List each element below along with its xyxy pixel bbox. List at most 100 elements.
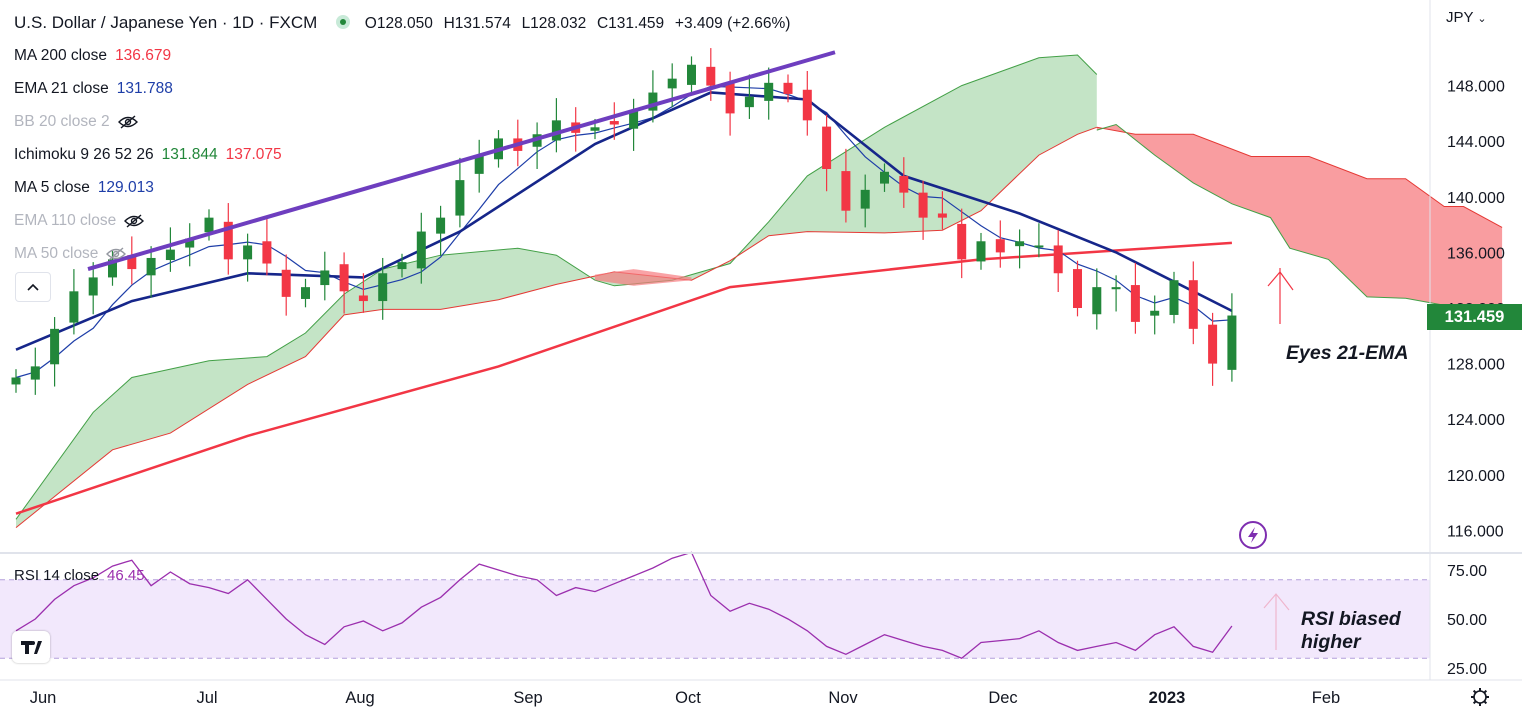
candle-body <box>165 249 175 261</box>
overlays <box>87 50 1294 650</box>
settings-gear-icon[interactable] <box>1471 688 1489 706</box>
senkou-span-b-bear <box>1096 126 1503 228</box>
candle-body <box>860 189 870 209</box>
ichimoku-cloud <box>15 54 1503 528</box>
time-tick-label: Nov <box>828 689 858 707</box>
candle-body <box>88 277 98 296</box>
candle-body <box>185 238 195 248</box>
candle-body <box>687 64 696 85</box>
eye-hidden-icon[interactable] <box>106 247 127 261</box>
eye-hidden-icon[interactable] <box>117 115 138 129</box>
annotation-rsi-line2: higher <box>1301 631 1361 653</box>
candle-body <box>1092 287 1102 315</box>
price-tick-label: 140.000 <box>1447 190 1505 207</box>
ohlc-high: H131.574 <box>443 15 511 32</box>
price-tick-label: 116.000 <box>1447 523 1504 540</box>
legend-label: RSI 14 close <box>14 567 100 584</box>
legend-label: MA 5 close <box>14 179 90 196</box>
candle-body <box>146 257 156 276</box>
tradingview-logo-icon <box>21 641 42 654</box>
legend-ema110[interactable]: EMA 110 close <box>14 212 145 230</box>
candle-body <box>706 66 716 86</box>
candle-body <box>609 121 619 125</box>
legend-ema21[interactable]: EMA 21 close 131.788 <box>14 80 181 98</box>
legend-ma200[interactable]: MA 200 close 136.679 <box>14 47 179 65</box>
legend-ma50[interactable]: MA 50 close <box>14 245 127 263</box>
lightning-event-icon[interactable] <box>1239 521 1267 549</box>
eye-hidden-icon[interactable] <box>124 214 145 228</box>
price-tick-label: 148.000 <box>1447 79 1505 96</box>
legend-rsi[interactable]: RSI 14 close 46.45 <box>14 567 153 584</box>
candle-body <box>957 223 967 260</box>
candle-body <box>976 241 986 262</box>
candle-body <box>1073 269 1082 308</box>
legend-value: 129.013 <box>97 179 154 196</box>
candle-body <box>127 255 137 270</box>
candle-body <box>1227 315 1237 370</box>
candle-body <box>281 269 291 297</box>
candle-body <box>629 110 639 129</box>
collapse-legend-button[interactable] <box>15 272 51 302</box>
candle-body <box>301 287 310 299</box>
legend-bb20[interactable]: BB 20 close 2 <box>14 113 138 131</box>
ema-arrow-head <box>1267 271 1294 291</box>
price-tick-label: 120.000 <box>1447 468 1505 485</box>
senkou-span-a <box>15 54 1098 520</box>
legend-label: MA 50 close <box>14 245 99 262</box>
candle-body <box>69 291 79 323</box>
candle-body <box>725 83 735 114</box>
candle-body <box>416 231 426 269</box>
candle-body <box>764 82 774 101</box>
time-tick-label: Sep <box>513 689 542 707</box>
candle-body <box>918 192 928 218</box>
legend-ma5[interactable]: MA 5 close 129.013 <box>14 179 162 197</box>
candle-body <box>436 217 446 234</box>
candle-body <box>1034 245 1044 248</box>
tradingview-logo[interactable] <box>12 631 50 663</box>
candle-body <box>223 221 233 260</box>
price-tick-label: 128.000 <box>1447 357 1505 374</box>
status-dot-icon <box>336 15 351 29</box>
candle-body <box>11 377 21 385</box>
time-tick-label: 2023 <box>1149 689 1186 707</box>
candle-body <box>397 262 407 270</box>
candle-body <box>648 92 658 111</box>
candle-body <box>744 96 754 108</box>
candle-body <box>30 366 40 380</box>
candle-body <box>455 180 465 216</box>
candle-body <box>1208 324 1218 364</box>
symbol-title: U.S. Dollar / Japanese Yen · 1D · FXCM <box>14 13 318 32</box>
annotation-rsi-line1: RSI biased <box>1301 608 1401 630</box>
cloud-bearish-twist <box>595 269 692 286</box>
time-tick-label: Jul <box>196 689 217 707</box>
cloud-bearish <box>1096 124 1503 311</box>
price-tick-label: 136.000 <box>1447 245 1505 262</box>
candle-body <box>320 270 330 286</box>
legend-ichimoku[interactable]: Ichimoku 9 26 52 26 131.844 137.075 <box>14 146 290 164</box>
candle-body <box>667 78 677 89</box>
candle-body <box>204 217 214 233</box>
candle-body <box>1150 310 1160 316</box>
candle-body <box>1111 287 1121 290</box>
candle-body <box>1015 241 1025 247</box>
time-tick-label: Oct <box>675 689 701 707</box>
rsi-tick-label: 50.00 <box>1447 612 1487 629</box>
currency-select[interactable]: JPY ⌄ <box>1446 9 1487 26</box>
candle-body <box>243 245 253 260</box>
candle-body <box>262 241 272 264</box>
candle-body <box>783 82 793 94</box>
candle-body <box>937 213 947 218</box>
legend-value: 136.679 <box>115 47 172 64</box>
legend-label: MA 200 close <box>14 47 108 64</box>
legend-label: EMA 110 close <box>14 212 117 229</box>
rsi-tick-label: 25.00 <box>1447 661 1487 678</box>
candle-body <box>50 328 60 365</box>
time-tick-label: Feb <box>1312 689 1340 707</box>
legend-value-2: 137.075 <box>225 146 282 163</box>
chevron-up-icon <box>27 283 39 291</box>
ma5-line <box>15 85 1232 379</box>
candle-body <box>1188 280 1198 329</box>
time-tick-label: Aug <box>345 689 374 707</box>
candle-body <box>802 89 812 121</box>
legend-value: 131.788 <box>116 80 173 97</box>
